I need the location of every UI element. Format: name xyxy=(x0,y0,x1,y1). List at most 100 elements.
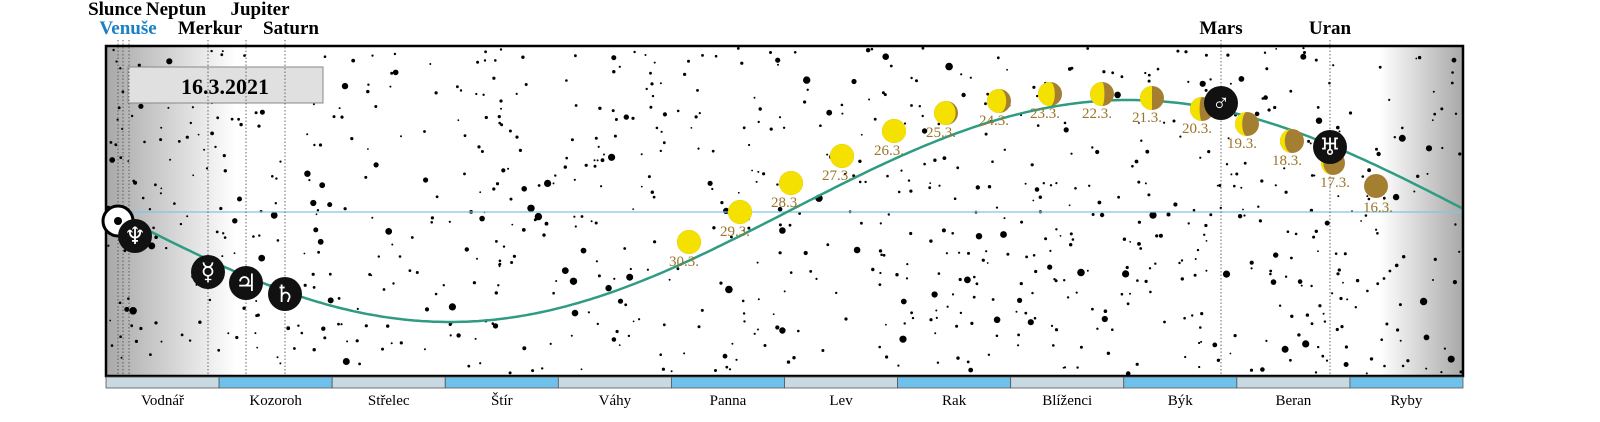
star xyxy=(915,79,918,83)
star xyxy=(653,61,656,64)
star xyxy=(1017,344,1020,347)
star xyxy=(1309,142,1312,145)
star xyxy=(381,347,384,351)
star xyxy=(434,292,438,296)
star xyxy=(653,240,657,244)
star xyxy=(775,325,780,330)
star xyxy=(223,236,227,239)
star xyxy=(1324,220,1330,226)
planet xyxy=(229,266,263,300)
star xyxy=(1096,327,1099,330)
star xyxy=(1122,237,1127,241)
star xyxy=(1000,231,1007,238)
star xyxy=(690,127,693,129)
star xyxy=(1120,292,1124,296)
star xyxy=(371,216,374,219)
star xyxy=(237,196,242,202)
star xyxy=(1229,82,1232,85)
star xyxy=(480,150,484,153)
star xyxy=(1425,367,1428,370)
star xyxy=(967,251,970,255)
star xyxy=(1126,302,1130,306)
star xyxy=(1099,212,1105,218)
star xyxy=(741,299,745,303)
star xyxy=(1134,159,1139,164)
constellation-label: Štír xyxy=(491,392,513,409)
star xyxy=(1207,150,1211,154)
star xyxy=(751,169,753,172)
star xyxy=(860,221,863,225)
star xyxy=(662,141,666,145)
star xyxy=(1278,304,1282,307)
star xyxy=(1261,97,1265,100)
star xyxy=(498,262,502,266)
star xyxy=(1205,240,1208,242)
star xyxy=(534,212,543,221)
moon-lit xyxy=(1190,97,1202,121)
star xyxy=(457,119,460,122)
star xyxy=(1243,214,1246,217)
star xyxy=(887,213,890,216)
star xyxy=(987,185,992,189)
star xyxy=(1068,204,1071,207)
star xyxy=(597,274,601,278)
star xyxy=(1033,316,1037,320)
star xyxy=(779,327,786,334)
star xyxy=(1260,179,1264,183)
constellation-label: Rak xyxy=(942,393,967,409)
moon-lit xyxy=(882,119,906,143)
star xyxy=(640,153,643,156)
star xyxy=(495,240,498,243)
planet-label: Venuše xyxy=(99,18,156,39)
star xyxy=(1335,327,1339,332)
star xyxy=(935,309,938,312)
star xyxy=(1024,182,1027,185)
star xyxy=(377,255,380,258)
star xyxy=(803,250,808,256)
star xyxy=(1097,200,1102,205)
star xyxy=(399,341,403,345)
star xyxy=(319,182,326,189)
star xyxy=(640,185,643,188)
star xyxy=(860,133,863,136)
star xyxy=(737,191,740,194)
star xyxy=(613,134,617,138)
star xyxy=(1314,229,1319,233)
star xyxy=(778,251,782,255)
star xyxy=(1020,220,1024,224)
star xyxy=(668,278,671,281)
star xyxy=(1416,174,1420,178)
star xyxy=(1147,73,1151,77)
star xyxy=(903,122,907,125)
star xyxy=(646,268,650,271)
star xyxy=(1052,344,1055,347)
star xyxy=(612,70,616,74)
star xyxy=(618,344,621,346)
star xyxy=(885,323,887,326)
star xyxy=(1066,296,1070,299)
star xyxy=(1063,127,1069,133)
star xyxy=(389,85,392,88)
star xyxy=(159,192,162,195)
zodiac-segment xyxy=(671,376,785,389)
star xyxy=(1314,371,1318,374)
constellation-label: Střelec xyxy=(368,393,410,409)
star xyxy=(109,141,113,144)
star xyxy=(598,106,602,111)
star xyxy=(921,46,925,50)
star xyxy=(1003,217,1006,220)
star xyxy=(1402,255,1406,259)
star xyxy=(510,261,514,264)
star xyxy=(1140,139,1143,142)
star xyxy=(492,76,496,80)
star xyxy=(367,83,370,86)
star xyxy=(180,333,184,337)
star xyxy=(107,244,110,247)
planet-label: Saturn xyxy=(263,18,319,39)
star xyxy=(317,250,320,254)
star xyxy=(497,115,501,119)
star xyxy=(327,202,333,208)
star xyxy=(1354,306,1358,309)
star xyxy=(1034,269,1038,274)
star xyxy=(1338,130,1341,133)
